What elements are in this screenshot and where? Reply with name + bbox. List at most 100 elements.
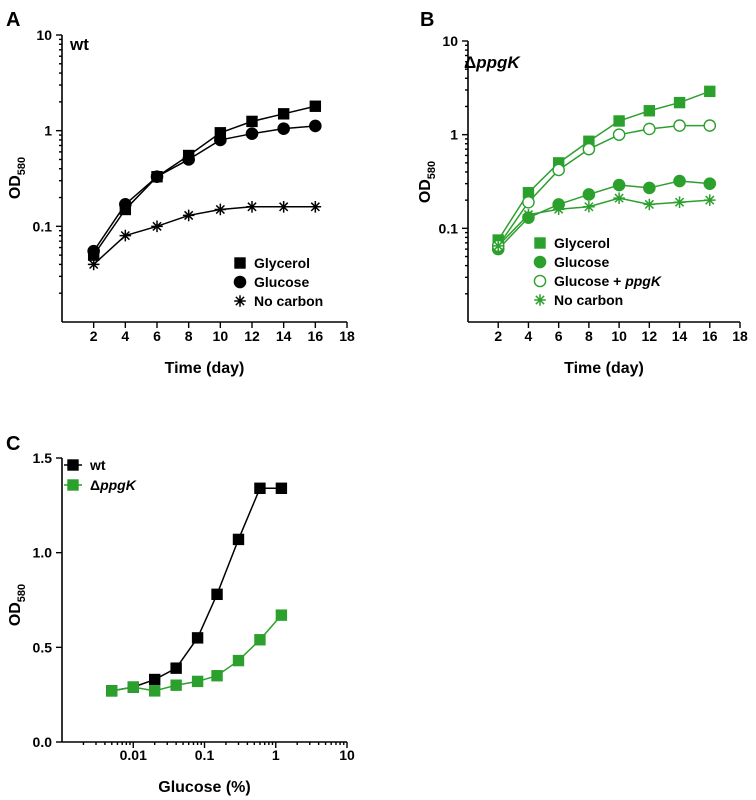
data-point — [254, 634, 266, 646]
data-point — [552, 203, 565, 216]
legend-label: Glucose — [554, 254, 609, 270]
data-point — [583, 200, 595, 213]
panel-c: C 0.01 0.1 1 10 0.0 0.5 1.0 1.5 Glucose (%) OD580 w… — [6, 433, 355, 796]
legend-item: Glycerol — [534, 235, 610, 251]
data-point — [673, 196, 686, 209]
data-point — [246, 115, 258, 128]
data-point — [492, 240, 505, 252]
x-tick-label: 18 — [732, 328, 748, 344]
legend-label: No carbon — [254, 293, 323, 309]
legend-label: Glycerol — [554, 235, 610, 251]
x-tick-label: 16 — [308, 328, 324, 344]
legend-marker — [533, 274, 547, 288]
y-tick-label: 0.1 — [33, 218, 53, 234]
data-point — [214, 203, 227, 216]
data-point — [119, 197, 132, 211]
x-tick-label: 14 — [276, 328, 292, 344]
legend-marker — [67, 459, 79, 471]
data-point — [170, 662, 182, 674]
series-2 — [491, 119, 717, 253]
legend-item: No carbon — [234, 293, 323, 309]
data-point — [552, 163, 565, 177]
data-point — [119, 229, 132, 242]
x-tick-label: 10 — [213, 328, 229, 344]
series-line — [111, 487, 282, 692]
x-tick-label: 4 — [121, 328, 129, 344]
panel-label: B — [420, 9, 434, 31]
legend-item: Glucose + ppgK — [533, 273, 662, 289]
series-2 — [87, 201, 322, 271]
data-point — [643, 105, 656, 117]
legend-label: Glucose + ppgK — [554, 273, 662, 289]
chart-title: wt — [69, 35, 89, 54]
legend-item: Glycerol — [234, 255, 310, 271]
x-tick-label: 8 — [185, 328, 193, 344]
data-point — [309, 100, 322, 112]
data-point — [87, 258, 100, 271]
legend-label: ΔppgK — [90, 477, 137, 493]
x-axis-label: Time (day) — [165, 360, 245, 377]
panel-label: C — [6, 433, 20, 455]
data-point — [673, 96, 686, 109]
legend-label: No carbon — [554, 292, 623, 308]
data-point — [582, 142, 596, 156]
data-point — [309, 201, 322, 213]
x-tick-label: 12 — [642, 328, 658, 344]
data-point — [703, 194, 716, 206]
legend-marker — [234, 257, 246, 269]
legend-label: wt — [89, 457, 106, 473]
data-point — [703, 177, 717, 190]
data-point — [87, 244, 100, 258]
series-3 — [492, 192, 716, 252]
data-point — [245, 127, 259, 140]
data-point — [277, 122, 290, 135]
y-tick-label: 10 — [442, 33, 458, 49]
data-point — [522, 208, 535, 221]
legend-item: Glucose — [233, 274, 309, 290]
y-tick-label: 1 — [44, 123, 52, 139]
data-point — [703, 119, 717, 132]
data-point — [191, 675, 204, 688]
y-tick-label: 0.5 — [33, 639, 53, 655]
x-tick-label: 10 — [339, 747, 355, 763]
data-point — [211, 588, 223, 601]
data-point — [643, 181, 656, 195]
y-axis-label: OD580 — [7, 584, 28, 626]
x-tick-label: 8 — [585, 328, 593, 344]
legend-label: Glucose — [254, 274, 309, 290]
data-point — [211, 670, 223, 682]
data-point — [582, 188, 596, 201]
y-axis-label: OD580 — [417, 161, 438, 203]
x-axis-label: Glucose (%) — [158, 779, 250, 796]
legend-label: Glycerol — [254, 255, 310, 271]
series-0 — [106, 482, 288, 697]
data-point — [643, 122, 656, 136]
data-point — [277, 201, 290, 213]
x-tick-label: 2 — [494, 328, 502, 344]
legend-item: Glucose — [533, 254, 609, 270]
series-1 — [87, 119, 322, 258]
legend-item: No carbon — [534, 292, 623, 308]
data-point — [309, 119, 322, 133]
y-tick-label: 0.0 — [33, 734, 53, 750]
data-point — [182, 153, 195, 166]
x-tick-label: 2 — [90, 328, 98, 344]
data-point — [254, 482, 266, 494]
legend-marker — [533, 255, 547, 269]
y-tick-label: 1 — [450, 127, 458, 143]
x-tick-label: 10 — [611, 328, 627, 344]
x-tick-label: 6 — [153, 328, 161, 344]
series-0 — [492, 85, 716, 246]
x-tick-label: 0.01 — [120, 747, 147, 763]
series-1 — [106, 609, 288, 697]
x-tick-label: 6 — [555, 328, 563, 344]
data-point — [182, 209, 195, 222]
y-axis-label: OD580 — [7, 157, 28, 199]
panel-a: Awt 2 4 6 8 10 12 14 16 18 0.1 1 10 Time (day) OD580 Gl… — [6, 9, 355, 377]
legend-marker — [534, 294, 546, 306]
data-point — [613, 192, 625, 204]
data-point — [214, 133, 227, 147]
panel-b: B ΔppgK 2 4 6 8 10 12 14 16 18 0.1 1 10 Time (day) OD58… — [417, 9, 748, 377]
data-point — [673, 174, 686, 188]
data-point — [522, 195, 535, 209]
